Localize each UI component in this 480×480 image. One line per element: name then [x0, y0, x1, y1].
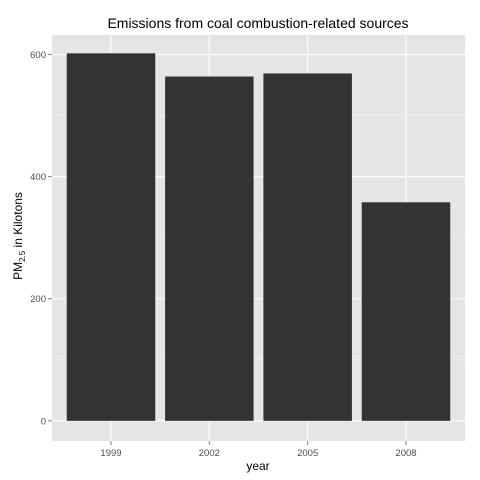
y-tick-label: 600 — [30, 50, 46, 61]
y-axis-label-main: PM — [11, 262, 25, 280]
y-tick-label: 400 — [30, 172, 46, 183]
x-tick-label: 1999 — [100, 448, 121, 459]
x-axis-label: year — [246, 459, 269, 473]
bar-1999 — [66, 53, 156, 421]
bar-2005 — [263, 73, 352, 421]
x-tick-label: 2002 — [199, 448, 220, 459]
x-tick-label: 2008 — [395, 448, 416, 459]
y-axis-label-subscript: 2.5 — [18, 250, 27, 262]
chart-title: Emissions from coal combustion-related s… — [107, 15, 408, 31]
bar-2008 — [361, 202, 451, 421]
x-tick-label: 2005 — [297, 448, 318, 459]
y-tick-label: 0 — [41, 416, 46, 427]
y-axis-label: PM2.5 in Kilotons — [11, 192, 27, 280]
y-axis-label-suffix: in Kilotons — [11, 192, 25, 251]
y-tick-label: 200 — [30, 294, 46, 305]
plot-area: 0 200 400 600 1999 2002 2005 2008 — [30, 35, 465, 459]
bar-2002 — [165, 76, 254, 421]
